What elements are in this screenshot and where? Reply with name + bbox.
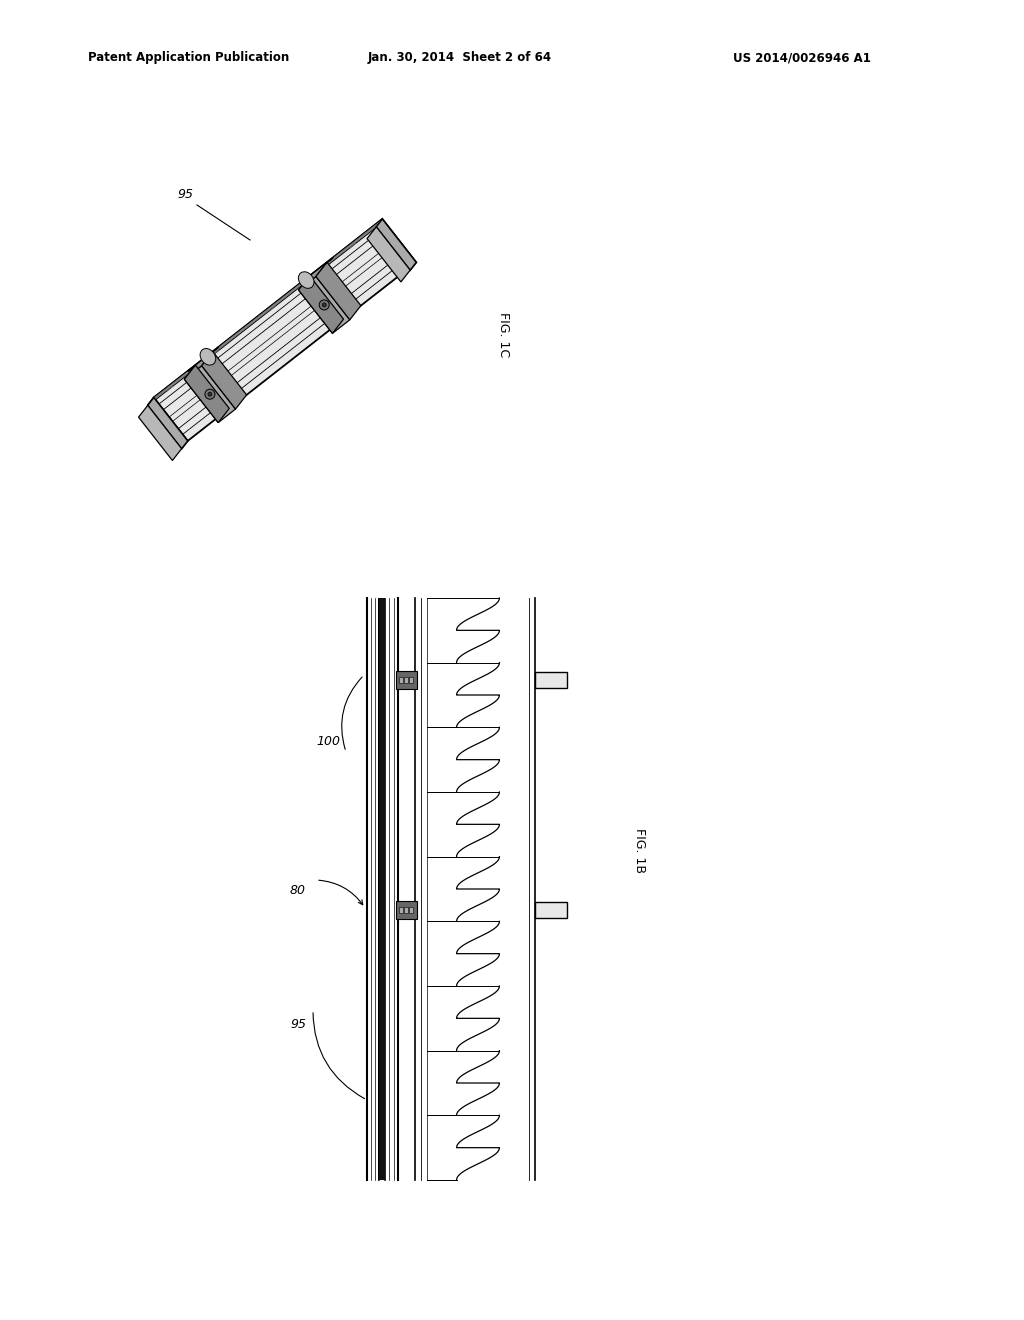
Bar (396, 671, 417, 689)
Polygon shape (184, 366, 236, 422)
Polygon shape (367, 227, 411, 282)
Polygon shape (184, 366, 229, 422)
Polygon shape (147, 397, 187, 449)
Text: FIG. 1C: FIG. 1C (497, 313, 510, 358)
Bar (378, 598, 385, 1180)
Bar (396, 902, 417, 919)
Polygon shape (202, 351, 247, 409)
Polygon shape (316, 263, 360, 319)
Polygon shape (167, 385, 173, 391)
Polygon shape (299, 263, 327, 290)
Polygon shape (350, 243, 355, 248)
Polygon shape (376, 219, 416, 271)
Bar (404, 677, 408, 682)
Ellipse shape (298, 272, 314, 288)
Text: Jan. 30, 2014  Sheet 2 of 64: Jan. 30, 2014 Sheet 2 of 64 (368, 51, 552, 65)
Polygon shape (187, 366, 196, 372)
Bar (404, 907, 408, 913)
Text: 80: 80 (290, 883, 306, 896)
Text: US 2014/0026946 A1: US 2014/0026946 A1 (733, 51, 870, 65)
Polygon shape (299, 276, 343, 334)
Polygon shape (212, 347, 219, 354)
Polygon shape (147, 219, 382, 405)
Polygon shape (269, 305, 275, 310)
Circle shape (319, 300, 329, 310)
Text: 95: 95 (177, 189, 193, 202)
Text: 100: 100 (316, 735, 340, 748)
Bar (535, 902, 567, 917)
Bar (399, 907, 403, 913)
Text: 95: 95 (290, 1019, 306, 1031)
Bar (399, 677, 403, 682)
Text: Patent Application Publication: Patent Application Publication (88, 51, 289, 65)
Polygon shape (147, 397, 187, 449)
Polygon shape (213, 350, 219, 355)
Circle shape (205, 389, 215, 399)
Ellipse shape (200, 348, 216, 366)
Bar (409, 677, 413, 682)
Circle shape (208, 392, 212, 396)
Polygon shape (138, 405, 181, 461)
Polygon shape (154, 219, 416, 441)
Text: FIG. 1B: FIG. 1B (634, 828, 646, 873)
Circle shape (323, 302, 327, 308)
Polygon shape (302, 276, 309, 282)
Polygon shape (326, 257, 334, 264)
Bar (535, 672, 567, 688)
Bar (409, 907, 413, 913)
Polygon shape (184, 351, 213, 379)
Polygon shape (299, 276, 350, 334)
Polygon shape (376, 219, 416, 271)
Polygon shape (315, 269, 322, 275)
